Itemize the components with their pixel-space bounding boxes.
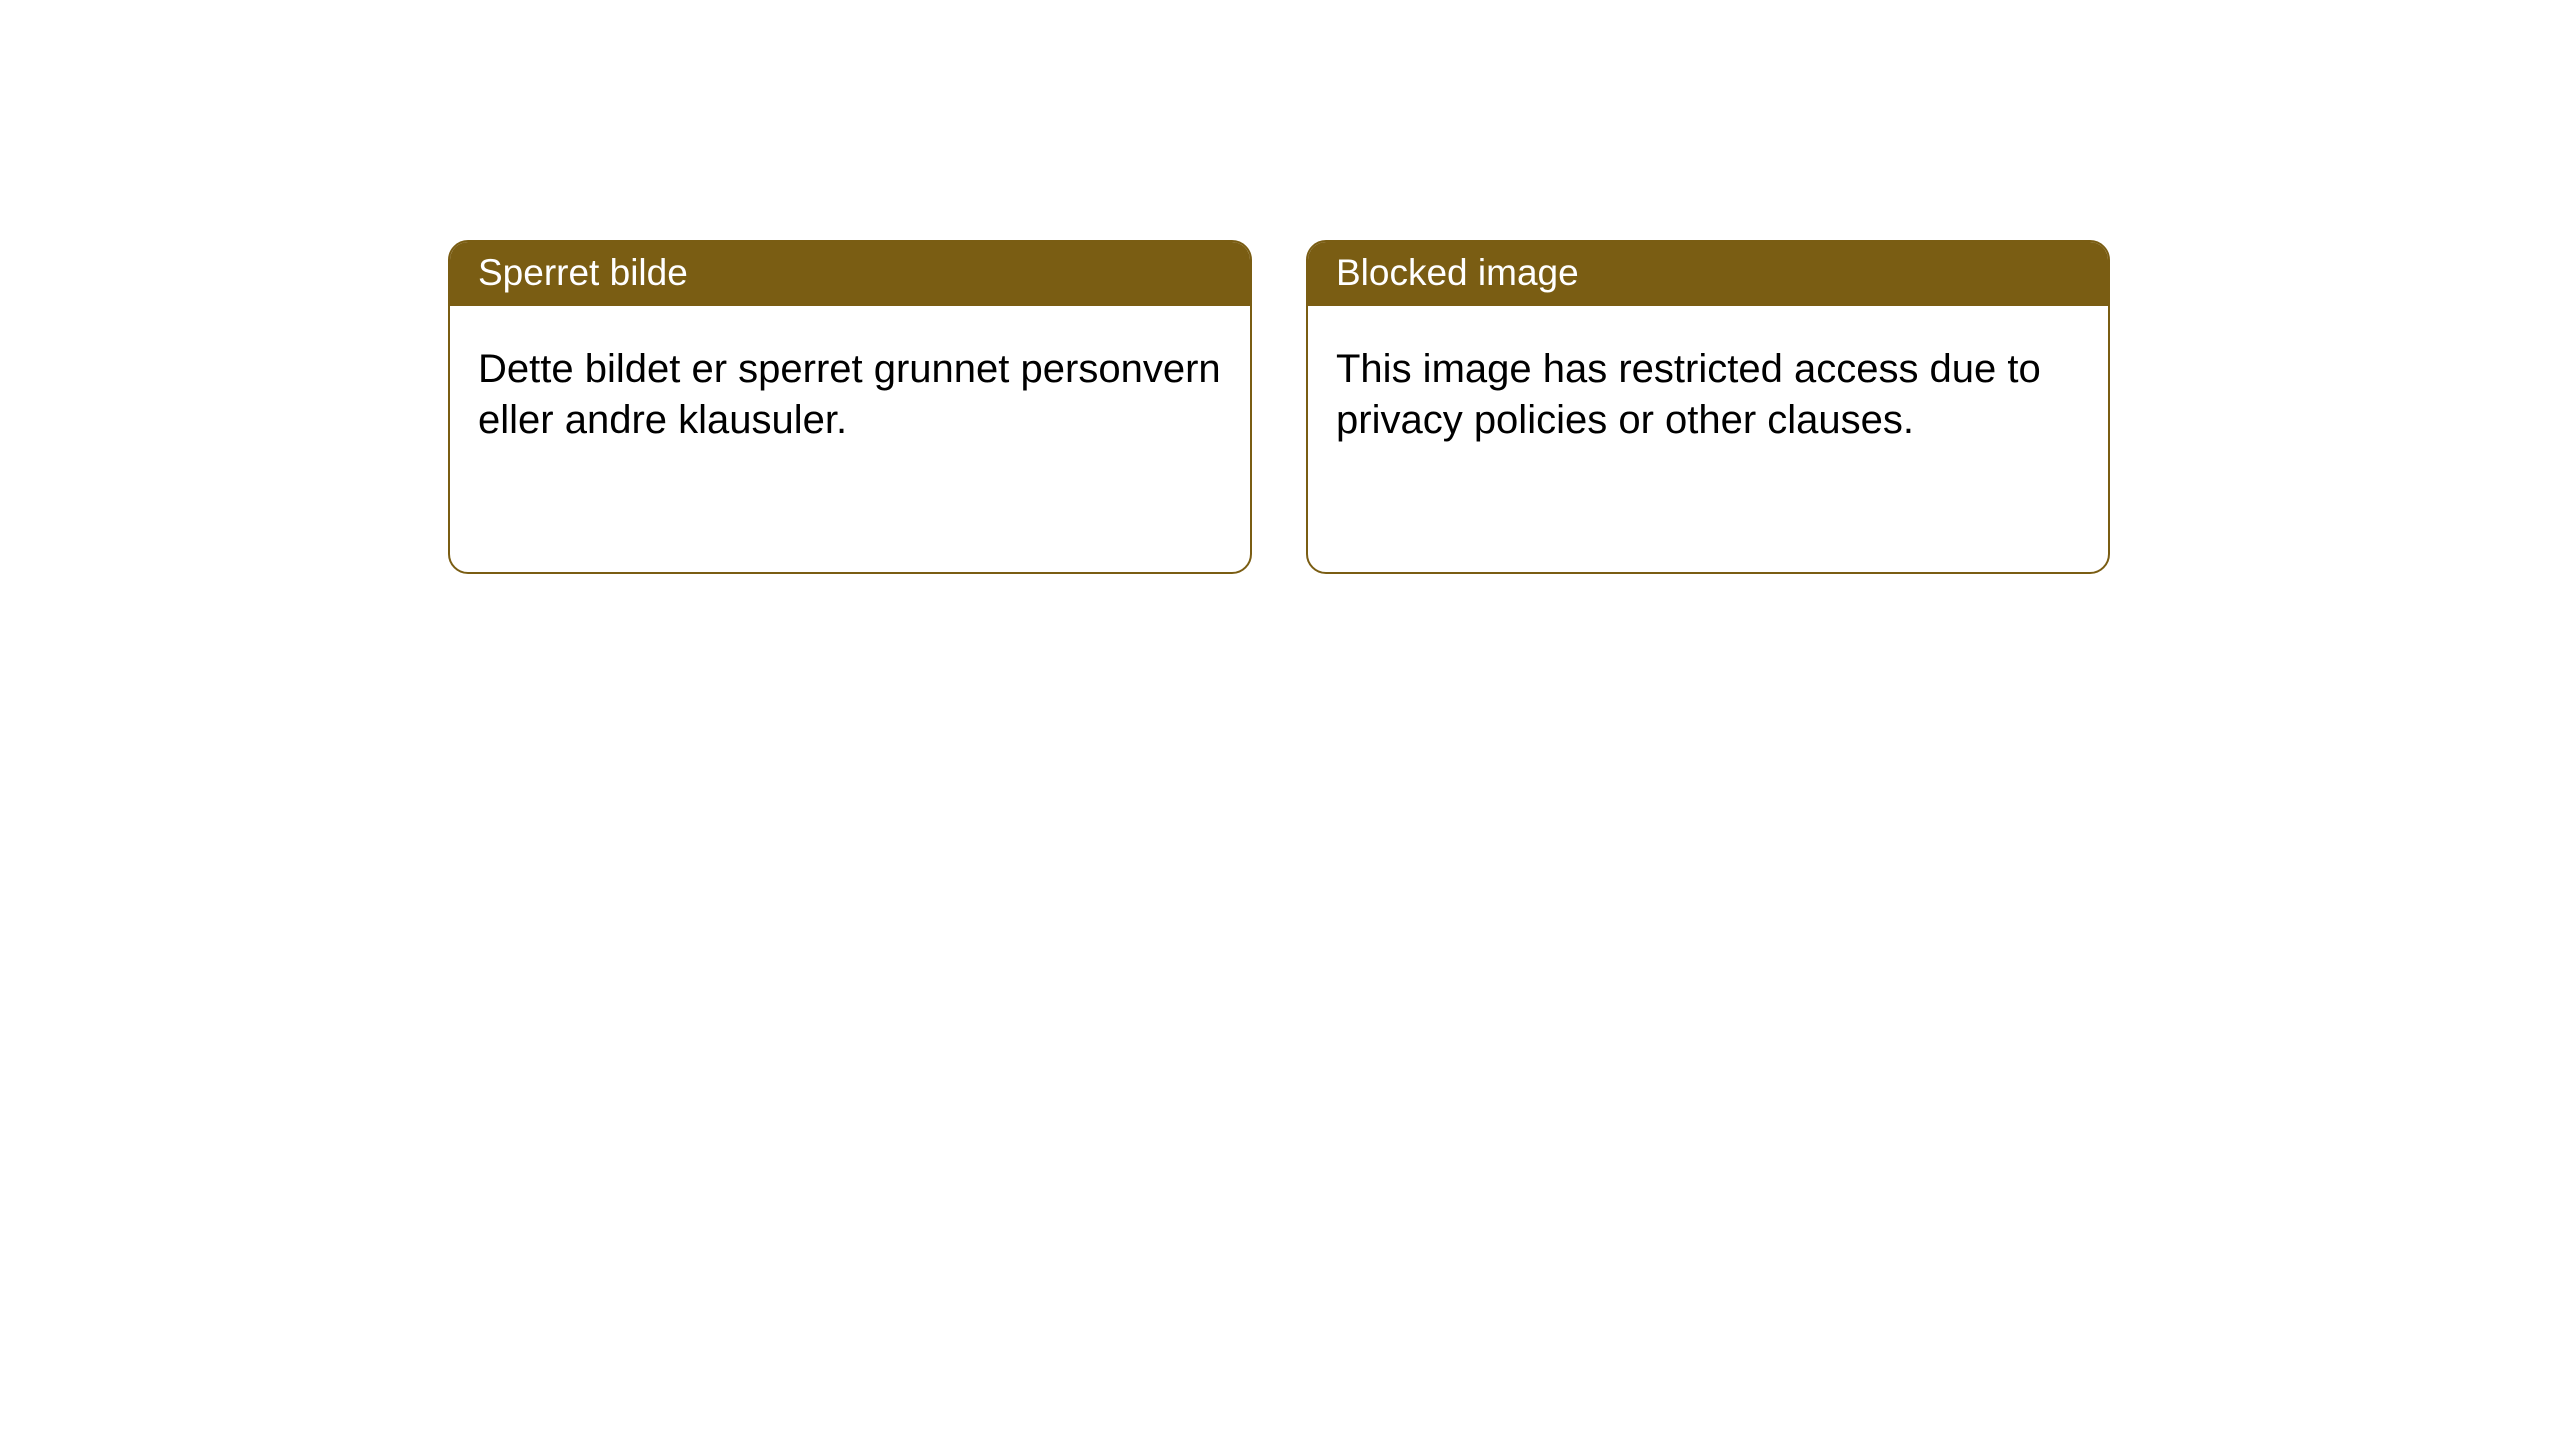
notice-card-title: Sperret bilde <box>478 252 688 293</box>
notice-card-norwegian: Sperret bilde Dette bildet er sperret gr… <box>448 240 1252 574</box>
notice-card-header: Blocked image <box>1308 242 2108 306</box>
notice-card-english: Blocked image This image has restricted … <box>1306 240 2110 574</box>
notice-cards-container: Sperret bilde Dette bildet er sperret gr… <box>0 0 2560 574</box>
notice-card-title: Blocked image <box>1336 252 1579 293</box>
notice-card-message: This image has restricted access due to … <box>1336 347 2041 442</box>
notice-card-body: Dette bildet er sperret grunnet personve… <box>450 306 1250 474</box>
notice-card-message: Dette bildet er sperret grunnet personve… <box>478 347 1221 442</box>
notice-card-header: Sperret bilde <box>450 242 1250 306</box>
notice-card-body: This image has restricted access due to … <box>1308 306 2108 474</box>
